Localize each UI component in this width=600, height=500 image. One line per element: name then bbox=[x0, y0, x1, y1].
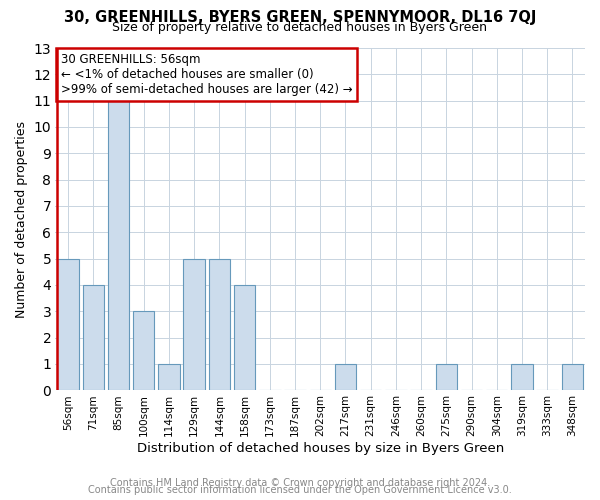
Bar bbox=[133, 311, 154, 390]
Text: Contains public sector information licensed under the Open Government Licence v3: Contains public sector information licen… bbox=[88, 485, 512, 495]
Bar bbox=[436, 364, 457, 390]
Bar bbox=[108, 100, 129, 390]
Bar bbox=[335, 364, 356, 390]
Text: Contains HM Land Registry data © Crown copyright and database right 2024.: Contains HM Land Registry data © Crown c… bbox=[110, 478, 490, 488]
Bar bbox=[184, 258, 205, 390]
Y-axis label: Number of detached properties: Number of detached properties bbox=[15, 120, 28, 318]
X-axis label: Distribution of detached houses by size in Byers Green: Distribution of detached houses by size … bbox=[137, 442, 504, 455]
Bar bbox=[209, 258, 230, 390]
Bar bbox=[158, 364, 179, 390]
Bar bbox=[58, 258, 79, 390]
Bar bbox=[83, 285, 104, 390]
Text: 30, GREENHILLS, BYERS GREEN, SPENNYMOOR, DL16 7QJ: 30, GREENHILLS, BYERS GREEN, SPENNYMOOR,… bbox=[64, 10, 536, 25]
Bar bbox=[234, 285, 256, 390]
Bar bbox=[562, 364, 583, 390]
Text: 30 GREENHILLS: 56sqm
← <1% of detached houses are smaller (0)
>99% of semi-detac: 30 GREENHILLS: 56sqm ← <1% of detached h… bbox=[61, 53, 352, 96]
Text: Size of property relative to detached houses in Byers Green: Size of property relative to detached ho… bbox=[113, 21, 487, 34]
Bar bbox=[511, 364, 533, 390]
